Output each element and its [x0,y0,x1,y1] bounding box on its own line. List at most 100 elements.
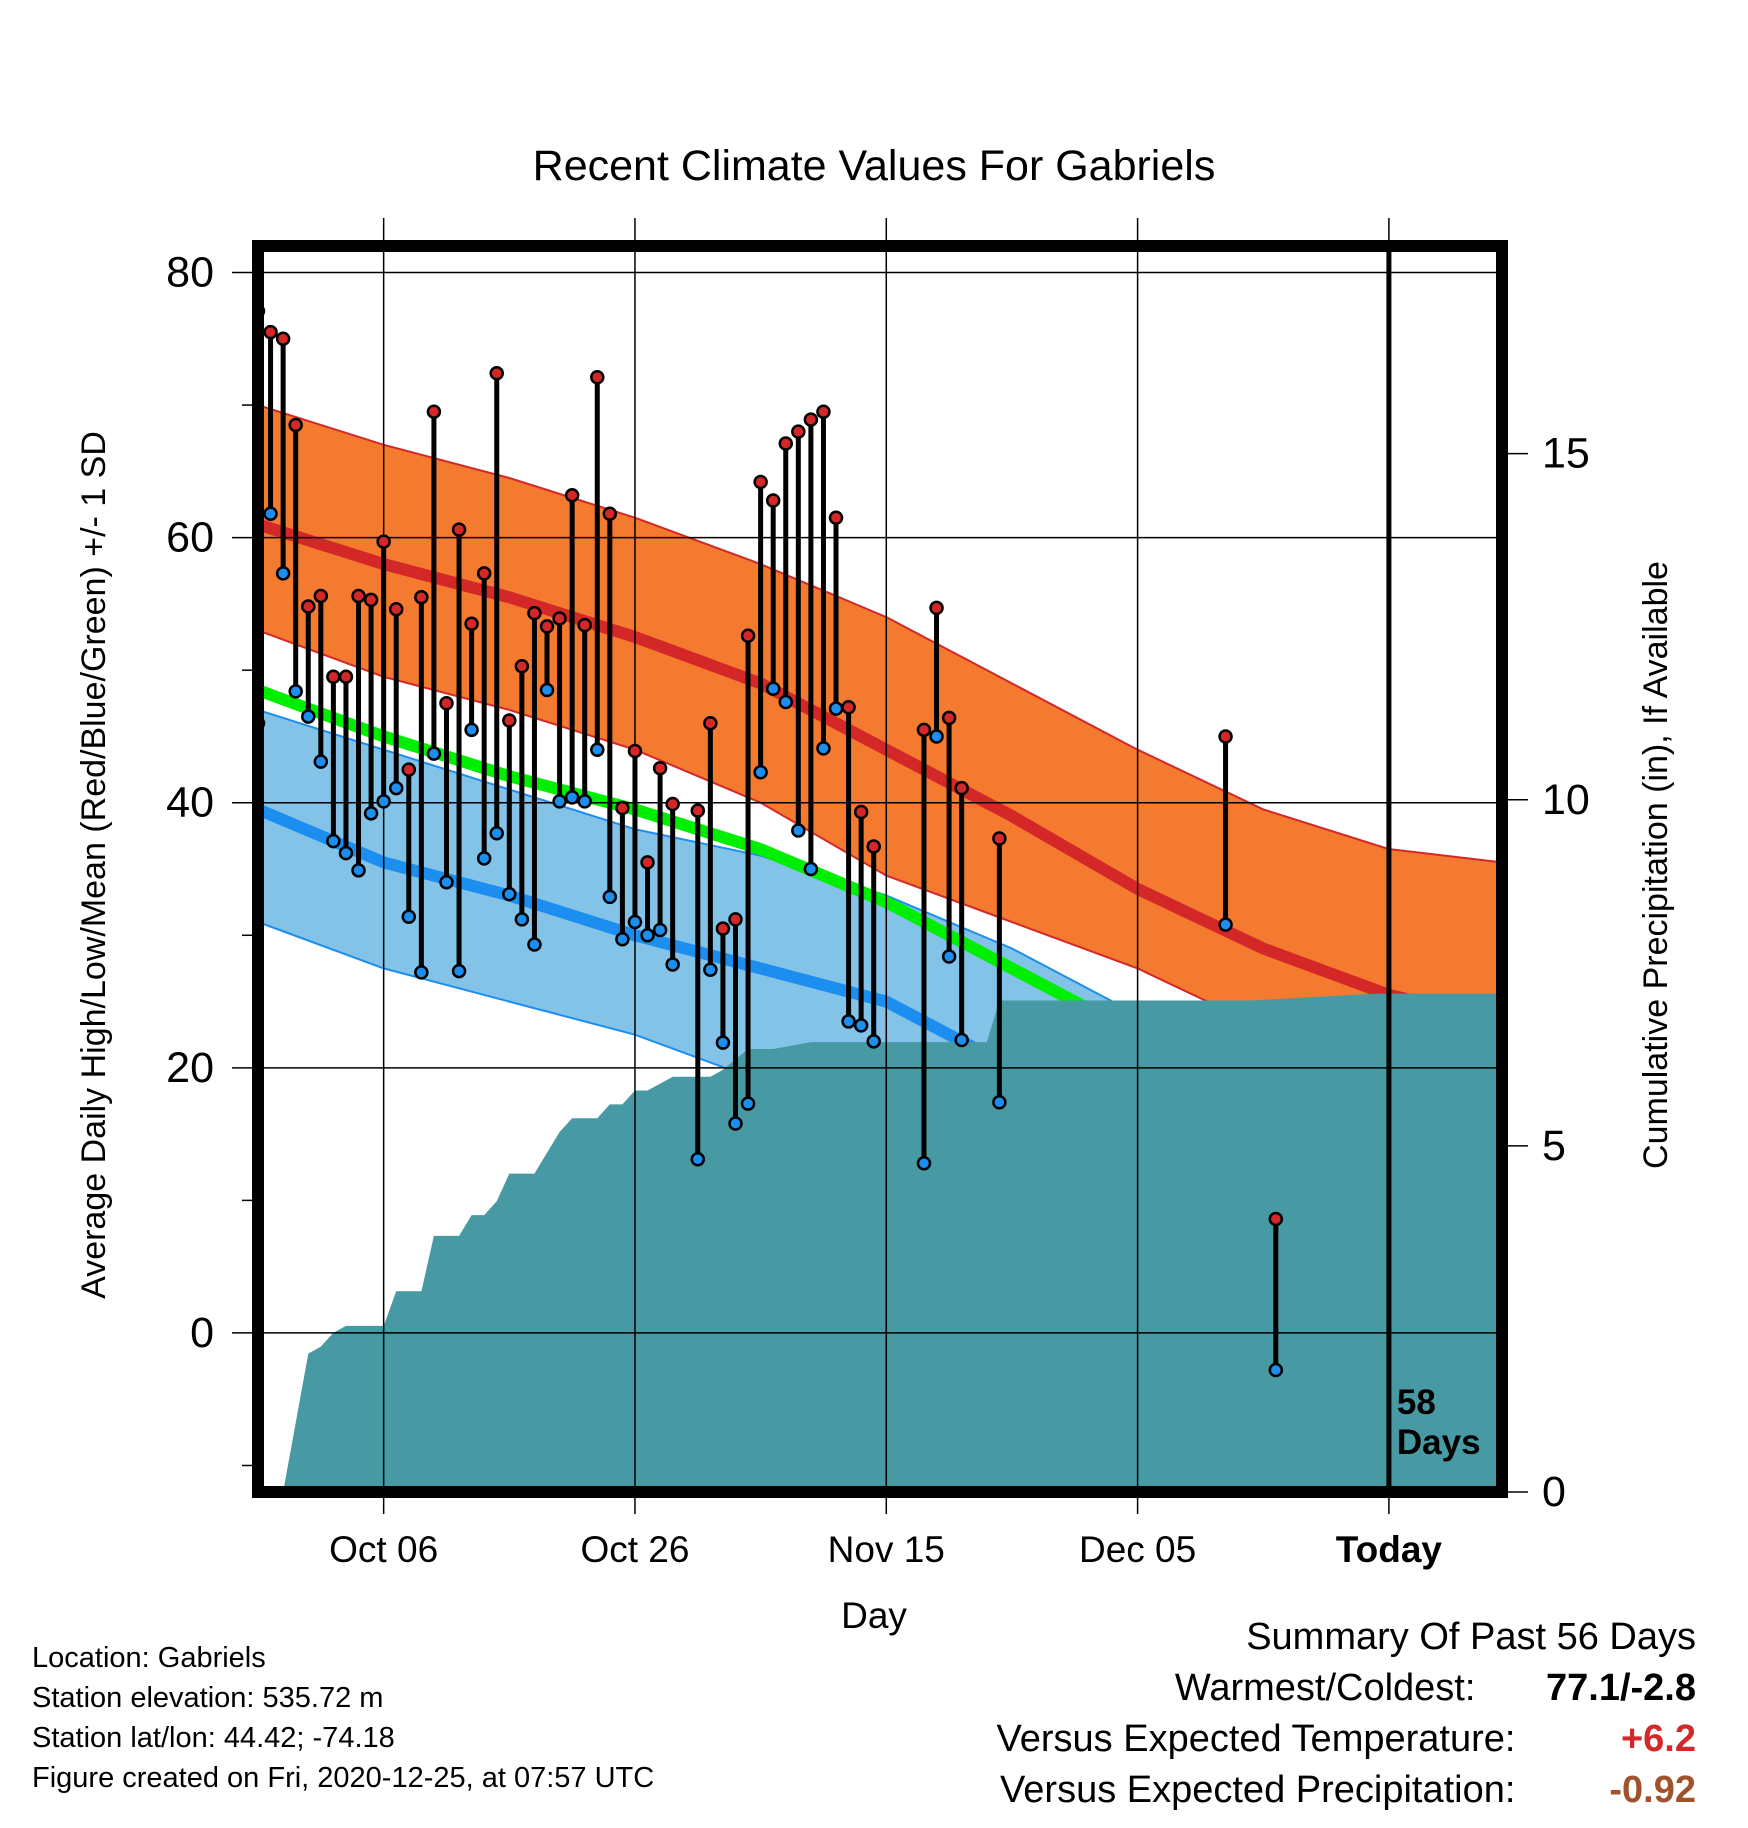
obs-high-point [816,404,831,419]
obs-low-point [363,806,379,821]
obs-high-point [552,611,567,626]
summary-precip-row: Versus Expected Precipitation: -0.92 [997,1765,1696,1816]
y2-axis-label: Cumulative Precipitation (in), If Availa… [1637,561,1675,1169]
obs-low-point [338,845,354,861]
obs-low-point [414,965,429,980]
obs-low-point [439,875,454,890]
obs-high-point [765,493,781,508]
obs-low-point [263,506,278,522]
y2-tick-label: 15 [1542,430,1590,478]
obs-high-point [941,710,957,726]
obs-high-point [313,588,329,604]
y2-tick-label: 0 [1542,1468,1566,1516]
obs-high-point [690,803,706,818]
obs-low-point [464,722,479,738]
obs-low-point [803,861,819,877]
obs-high-point [665,796,680,812]
obs-low-point [489,825,504,841]
obs-low-point [791,823,806,838]
obs-high-point [1218,729,1233,744]
obs-low-point [301,709,316,724]
obs-high-point [539,619,555,634]
obs-high-point [288,417,303,433]
obs-low-point [703,962,718,977]
obs-low-point [326,833,341,849]
obs-low-point [828,701,844,716]
station-elevation: Station elevation: 535.72 m [32,1682,384,1714]
obs-low-point [502,886,517,902]
obs-low-point [853,1018,869,1033]
obs-high-point [841,700,856,715]
obs-low-point [665,957,680,972]
station-info: Location: Gabriels Station elevation: 53… [32,1638,654,1798]
y2-tick-label: 5 [1542,1122,1566,1170]
warmest-value: 77.1/-2.8 [1546,1667,1696,1709]
obs-high-point [351,588,366,604]
obs-low-point [1218,917,1233,932]
obs-high-point [301,599,316,614]
x-axis-label: Day [841,1595,907,1636]
temp-label: Versus Expected Temperature: [996,1718,1516,1760]
obs-high-point [1268,1211,1284,1227]
obs-high-point [740,628,756,643]
obs-high-point [489,366,504,381]
obs-low-point [916,1156,932,1171]
obs-high-point [326,669,341,685]
summary-panel: Summary Of Past 56 Days Warmest/Coldest:… [997,1612,1696,1816]
obs-low-point [954,1032,969,1048]
obs-high-point [615,800,630,816]
obs-high-point [275,331,291,347]
obs-high-point [426,404,442,419]
today-days-label: 58 Days [1397,1383,1481,1462]
precip-label: Versus Expected Precipitation: [1000,1769,1516,1811]
obs-high-point [414,590,429,605]
obs-low-point [778,694,794,710]
obs-low-point [552,794,567,809]
figure-created: Figure created on Fri, 2020-12-25, at 07… [32,1762,655,1794]
obs-high-point [376,534,391,549]
obs-high-point [564,487,580,503]
obs-low-point [514,912,530,927]
obs-high-point [866,839,881,854]
obs-low-point [753,764,768,780]
obs-high-point [363,592,379,608]
obs-high-point [652,761,668,776]
obs-low-point [652,922,668,938]
obs-high-point [464,616,479,632]
obs-high-point [853,804,869,820]
summary-heading: Summary Of Past 56 Days [1246,1616,1696,1658]
x-tick-label: Dec 05 [1079,1529,1196,1570]
obs-high-point [527,605,542,621]
obs-high-point [514,658,530,674]
plot-frame [252,240,1508,1498]
y-tick-label: 60 [166,514,214,562]
obs-low-point [816,741,831,756]
obs-high-point [992,831,1007,846]
obs-low-point [841,1014,856,1029]
obs-low-point [376,794,391,809]
warmest-label: Warmest/Coldest: [1174,1667,1476,1709]
obs-high-point [753,474,768,490]
x-tick-label: Oct 06 [329,1529,438,1570]
obs-low-point [451,963,467,979]
x-tick-label: Oct 26 [580,1529,689,1570]
x-tick-label: Nov 15 [828,1529,945,1570]
obs-high-point [640,855,655,870]
obs-high-point [338,669,354,685]
obs-high-point [590,369,605,385]
obs-low-point [765,681,781,696]
obs-high-point [439,696,454,711]
obs-high-point [476,566,492,581]
obs-high-point [577,617,592,633]
obs-high-point [803,412,819,427]
obs-high-point [602,506,618,522]
summary-temp-row: Versus Expected Temperature: +6.2 [997,1714,1696,1765]
obs-low-point [401,909,417,924]
obs-low-point [941,949,957,964]
obs-low-point [590,742,605,757]
obs-high-point [715,921,731,936]
obs-high-point [954,780,969,796]
obs-low-point [351,863,366,878]
obs-high-point [263,324,278,340]
